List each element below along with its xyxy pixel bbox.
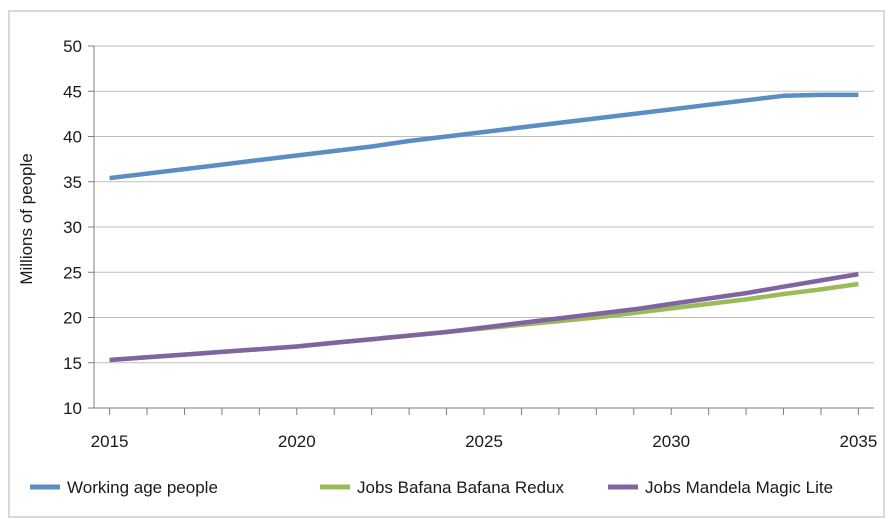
series-line-3 (109, 271, 859, 363)
legend-label-3: Jobs Mandela Magic Lite (645, 478, 833, 497)
legend: Working age people Jobs Bafana Bafana Red… (30, 478, 833, 497)
y-tick-label-10: 10 (63, 399, 82, 418)
x-tick-label-2025: 2025 (465, 432, 503, 451)
y-tick-label-40: 40 (63, 128, 82, 147)
chart-frame: 10 15 20 25 30 35 40 45 50 2015 2020 2025 2030 2035 M… (8, 10, 885, 518)
y-tick-label-45: 45 (63, 82, 82, 101)
y-tick-label-20: 20 (63, 309, 82, 328)
series-line-2 (109, 281, 859, 363)
x-tick-label-2015: 2015 (91, 432, 129, 451)
y-tick-label-35: 35 (63, 173, 82, 192)
x-tick-label-2020: 2020 (278, 432, 316, 451)
axes (88, 45, 874, 415)
gridlines (94, 45, 874, 364)
x-tick-label-2035: 2035 (839, 432, 877, 451)
y-tick-label-15: 15 (63, 354, 82, 373)
y-tick-label-50: 50 (63, 37, 82, 56)
x-tick-label-2030: 2030 (652, 432, 690, 451)
legend-label-2: Jobs Bafana Bafana Redux (357, 478, 564, 497)
y-tick-label-30: 30 (63, 218, 82, 237)
y-tick-label-25: 25 (63, 263, 82, 282)
series-line-1 (109, 92, 859, 181)
series-lines (109, 92, 859, 363)
legend-label-1: Working age people (67, 478, 218, 497)
y-axis-title: Millions of people (17, 153, 36, 284)
